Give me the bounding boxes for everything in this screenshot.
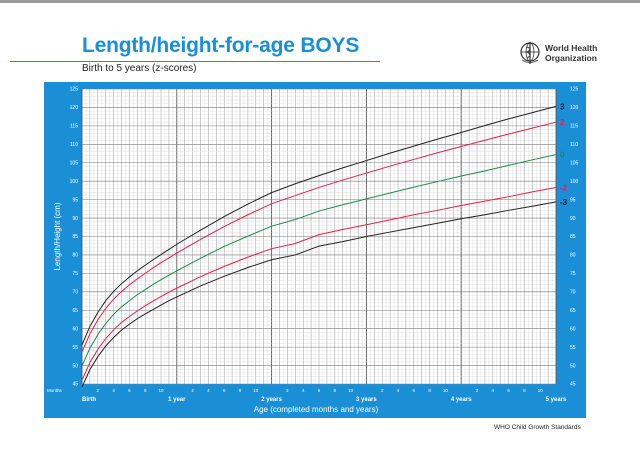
month-tick-label: 10 [538, 388, 544, 393]
month-tick-label: 6 [507, 388, 510, 393]
z-score-label-0: 0 [560, 151, 565, 160]
who-name-line1: World Health [545, 43, 598, 53]
z-score-label-2: 2 [560, 118, 565, 127]
y-tick-label-right: 75 [570, 271, 576, 277]
y-tick-label-right: 55 [570, 345, 576, 351]
z-score-label-3: 3 [560, 102, 565, 111]
y-tick-label-right: 70 [570, 290, 576, 296]
z-score-line-0 [81, 154, 557, 367]
month-tick-label: 6 [413, 388, 416, 393]
y-tick-label-left: 55 [72, 345, 78, 351]
y-tick-label-right: 90 [570, 216, 576, 222]
month-tick-label: 10 [443, 388, 449, 393]
page-title: Length/height-for-age BOYS [82, 34, 360, 57]
month-tick-label: 2 [476, 388, 479, 393]
y-tick-label-left: 70 [72, 290, 78, 296]
month-tick-label: 2 [191, 388, 194, 393]
month-tick-label: 4 [112, 388, 115, 393]
month-tick-label: 4 [302, 388, 305, 393]
top-rule [0, 0, 640, 3]
z-score-line-minus3 [81, 201, 557, 388]
y-tick-label-left: 85 [72, 234, 78, 240]
y-tick-label-right: 50 [570, 363, 576, 369]
month-tick-label: 8 [144, 388, 147, 393]
year-label: Birth [82, 397, 96, 403]
month-tick-label: 10 [158, 388, 164, 393]
who-name: World Health Organization [545, 43, 597, 63]
y-tick-label-right: 85 [570, 234, 576, 240]
who-emblem-icon [520, 42, 540, 64]
month-tick-label: 6 [223, 388, 226, 393]
y-tick-label-left: 115 [70, 124, 78, 130]
month-tick-label: 2 [97, 388, 100, 393]
y-tick-label-right: 125 [570, 87, 579, 93]
y-tick-label-left: 80 [72, 253, 78, 259]
month-tick-label: 8 [334, 388, 337, 393]
y-tick-label-right: 80 [570, 253, 576, 259]
month-tick-label: 8 [523, 388, 526, 393]
y-tick-label-right: 95 [570, 197, 576, 203]
y-tick-label-left: 110 [70, 142, 78, 148]
year-label: 3 years [356, 397, 377, 403]
month-tick-label: 6 [318, 388, 321, 393]
z-score-line-3 [81, 105, 557, 346]
months-label: Months [47, 388, 63, 393]
year-label: 5 years [546, 397, 567, 403]
z-score-line-minus2 [81, 186, 557, 381]
y-tick-label-right: 60 [570, 326, 576, 332]
y-tick-label-left: 125 [70, 87, 79, 93]
title-underline [10, 61, 380, 62]
y-tick-label-left: 105 [70, 160, 79, 166]
y-tick-label-left: 65 [72, 308, 78, 314]
x-axis-title: Age (completed months and years) [254, 405, 379, 414]
y-tick-label-right: 115 [570, 124, 578, 130]
y-tick-label-left: 60 [72, 326, 78, 332]
year-label: 4 years [451, 397, 472, 403]
y-tick-label-left: 90 [72, 216, 78, 222]
y-tick-label-left: 100 [70, 179, 79, 185]
month-tick-label: 4 [207, 388, 210, 393]
year-label: 1 year [168, 397, 186, 403]
chart-grid [81, 88, 557, 385]
z-score-label-minus2: -2 [560, 183, 568, 192]
y-axis-title: Length/Height (cm) [53, 202, 62, 270]
who-logo: World Health Organization [519, 41, 605, 67]
z-score-label-minus3: -3 [560, 198, 568, 207]
month-tick-label: 10 [348, 388, 354, 393]
y-tick-label-left: 75 [72, 271, 78, 277]
y-tick-label-left: 95 [72, 197, 78, 203]
year-label: 2 years [261, 397, 282, 403]
y-tick-label-left: 45 [72, 382, 78, 388]
y-tick-label-right: 110 [570, 142, 578, 148]
month-tick-label: 4 [492, 388, 495, 393]
growth-chart: 45 45 50 50 55 55 60 60 65 65 70 70 75 75 80 80 85 85 90 90… [44, 82, 586, 418]
y-tick-label-right: 45 [570, 382, 576, 388]
y-tick-label-left: 50 [72, 363, 78, 369]
y-tick-label-right: 105 [570, 160, 579, 166]
y-tick-label-right: 120 [570, 105, 579, 111]
month-tick-label: 4 [397, 388, 400, 393]
who-name-line2: Organization [545, 53, 597, 63]
month-tick-label: 8 [239, 388, 242, 393]
z-score-line-2 [81, 121, 557, 353]
month-tick-label: 2 [381, 388, 384, 393]
month-tick-label: 10 [253, 388, 259, 393]
y-tick-label-right: 65 [570, 308, 576, 314]
month-tick-label: 8 [428, 388, 431, 393]
chart-series [81, 105, 557, 388]
month-tick-label: 2 [286, 388, 289, 393]
footer-text: WHO Child Growth Standards [494, 424, 581, 431]
month-tick-label: 6 [128, 388, 131, 393]
y-tick-label-right: 100 [570, 179, 579, 185]
y-tick-label-left: 120 [70, 105, 79, 111]
page-subtitle: Birth to 5 years (z-scores) [82, 63, 197, 74]
